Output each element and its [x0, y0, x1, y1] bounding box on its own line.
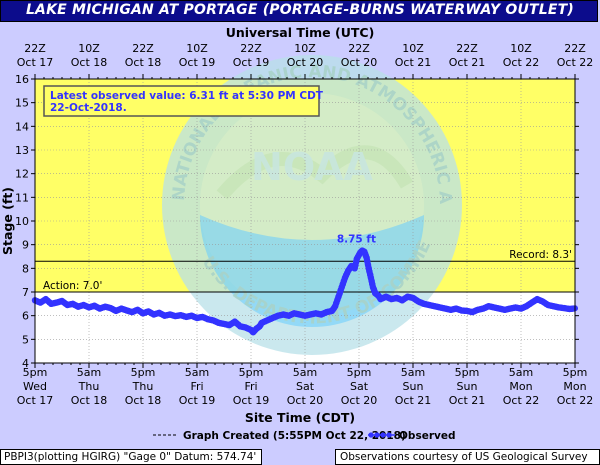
bottom-tick-label-day: Mon	[509, 380, 532, 393]
top-tick-label-date: Oct 21	[395, 56, 432, 69]
chart-title: LAKE MICHIGAN AT PORTAGE (PORTAGE-BURNS …	[25, 2, 575, 18]
bottom-tick-label-date: Oct 19	[179, 394, 216, 407]
top-tick-label-hour: 22Z	[564, 42, 586, 55]
top-tick-label-date: Oct 20	[287, 56, 324, 69]
bottom-tick-label-date: Oct 22	[557, 394, 594, 407]
annotations: Universal Time (UTC) Site Time (CDT) Stage…	[0, 25, 455, 442]
bottom-tick-label-date: Oct 18	[125, 394, 162, 407]
bottom-tick-label-hour: 5pm	[563, 366, 588, 379]
bottom-tick-label-hour: 5am	[185, 366, 209, 379]
bottom-tick-label-hour: 5am	[293, 366, 317, 379]
legend-observed-dot	[368, 432, 374, 438]
action-label: Action: 7.0'	[43, 280, 102, 292]
record-label: Record: 8.3'	[509, 249, 572, 261]
gage-datum-note: PBPI3(plotting HGIRG) "Gage 0" Datum: 57…	[0, 449, 262, 465]
y-tick-label: 14	[15, 120, 29, 133]
bottom-tick-label-date: Oct 17	[17, 394, 54, 407]
bottom-tick-label-hour: 5pm	[347, 366, 372, 379]
bottom-tick-label-hour: 5pm	[455, 366, 480, 379]
peak-label: 8.75 ft	[337, 234, 376, 246]
bottom-tick-label-hour: 5am	[77, 366, 101, 379]
bottom-tick-label-day: Fri	[244, 380, 257, 393]
bottom-tick-label-day: Thu	[132, 380, 154, 393]
observed-series: 8.75 ft	[31, 234, 578, 336]
bottom-tick-label-hour: 5pm	[23, 366, 48, 379]
top-tick-label-hour: 10Z	[510, 42, 532, 55]
bottom-tick-label-day: Sun	[403, 380, 424, 393]
legend-observed-label: Observed	[399, 430, 455, 442]
y-tick-label: 7	[22, 286, 29, 299]
top-tick-label-date: Oct 19	[179, 56, 216, 69]
top-tick-label-date: Oct 19	[233, 56, 270, 69]
legend-created-label: Graph Created (5:55PM Oct 22, 2018)	[183, 430, 406, 442]
y-tick-label: 13	[15, 144, 29, 157]
top-tick-label-date: Oct 22	[557, 56, 594, 69]
top-tick-label-hour: 10Z	[186, 42, 208, 55]
bottom-tick-label-date: Oct 21	[395, 394, 432, 407]
y-tick-label: 11	[15, 191, 29, 204]
legend-observed-dot	[380, 432, 386, 438]
y-axis-title: Stage (ft)	[0, 187, 15, 255]
y-tick-label: 5	[22, 333, 29, 346]
top-tick-label-date: Oct 20	[341, 56, 378, 69]
bottom-tick-label-date: Oct 22	[503, 394, 540, 407]
top-tick-label-hour: 10Z	[294, 42, 316, 55]
bottom-tick-label-date: Oct 20	[287, 394, 324, 407]
top-tick-label-hour: 22Z	[132, 42, 154, 55]
watermark-text: NOAA	[251, 145, 373, 189]
top-tick-label-hour: 22Z	[240, 42, 262, 55]
hydrograph-chart: NOAANATIONAL OCEANIC AND ATMOSPHERIC ADM…	[0, 0, 593, 442]
bottom-tick-label-hour: 5am	[401, 366, 425, 379]
watermark-lower-arc	[200, 215, 424, 327]
y-tick-label: 15	[15, 97, 29, 110]
latest-value-box	[43, 85, 320, 117]
y-tick-label: 4	[22, 357, 29, 370]
bottom-tick-label-date: Oct 18	[71, 394, 108, 407]
top-tick-label-hour: 22Z	[348, 42, 370, 55]
top-tick-label-hour: 10Z	[78, 42, 100, 55]
bottom-tick-label-day: Thu	[78, 380, 100, 393]
top-tick-label-date: Oct 21	[449, 56, 486, 69]
threshold-lines: Record: 8.3' Action: 7.0'	[35, 249, 575, 293]
observations-credit: Observations courtesy of US Geological S…	[335, 449, 600, 465]
bottom-tick-label-hour: 5pm	[131, 366, 156, 379]
latest-value-line2: 22-Oct-2018.	[50, 102, 127, 114]
bottom-tick-label-hour: 5pm	[239, 366, 264, 379]
title-bar	[0, 0, 598, 22]
top-tick-label-date: Oct 18	[71, 56, 108, 69]
y-tick-label: 9	[22, 239, 29, 252]
bottom-tick-label-day: Fri	[190, 380, 203, 393]
top-tick-label-hour: 22Z	[456, 42, 478, 55]
top-tick-label-date: Oct 22	[503, 56, 540, 69]
y-tick-label: 6	[22, 310, 29, 323]
bottom-tick-label-day: Mon	[563, 380, 586, 393]
y-tick-label: 8	[22, 262, 29, 275]
legend-observed-dot	[374, 432, 380, 438]
latest-value-line1: Latest observed value: 6.31 ft at 5:30 P…	[50, 90, 324, 102]
y-tick-label: 12	[15, 168, 29, 181]
bottom-tick-label-date: Oct 20	[341, 394, 378, 407]
bottom-tick-label-date: Oct 21	[449, 394, 486, 407]
x-axis-title: Site Time (CDT)	[245, 410, 355, 425]
top-tick-label-hour: 22Z	[24, 42, 46, 55]
bottom-tick-label-hour: 5am	[509, 366, 533, 379]
bottom-tick-label-day: Sun	[457, 380, 478, 393]
legend-observed-dot	[386, 432, 392, 438]
bottom-tick-label-day: Sat	[350, 380, 369, 393]
top-tick-label-date: Oct 17	[17, 56, 54, 69]
bottom-tick-label-day: Sat	[296, 380, 315, 393]
bottom-tick-label-date: Oct 19	[233, 394, 270, 407]
top-axis-title: Universal Time (UTC)	[226, 25, 375, 40]
y-tick-label: 16	[15, 73, 29, 86]
top-tick-label-date: Oct 18	[125, 56, 162, 69]
bottom-tick-label-day: Wed	[23, 380, 47, 393]
y-tick-label: 10	[15, 215, 29, 228]
top-tick-label-hour: 10Z	[402, 42, 424, 55]
watermark-bird-shape	[216, 145, 414, 200]
